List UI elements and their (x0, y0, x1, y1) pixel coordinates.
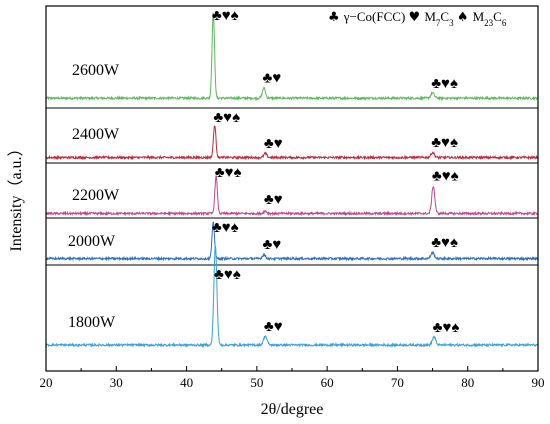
peak-marker: ♣♥ (264, 136, 283, 152)
peak-marker: ♣♥♠ (212, 8, 239, 24)
x-tick-label: 50 (250, 375, 263, 390)
peak-marker: ♣♥♠ (212, 220, 239, 236)
peak-marker: ♣♥ (263, 237, 282, 253)
series-line-2400W (45, 125, 539, 161)
peak-marker: ♣♥♠ (213, 110, 240, 126)
series-label: 1800W (68, 314, 116, 331)
x-tick-label: 40 (180, 375, 193, 390)
series-line-2200W (45, 175, 538, 217)
x-tick-label: 70 (391, 375, 404, 390)
x-tick-label: 60 (321, 375, 334, 390)
x-tick-label: 90 (532, 375, 545, 390)
peak-marker: ♣♥♠ (433, 320, 460, 336)
series-line-2000W (45, 221, 539, 262)
peak-marker: ♣♥♠ (432, 169, 459, 185)
peak-marker: ♣♥ (264, 192, 283, 208)
labels-layer: 2600W 2400W 2200W 2000W 1800W (68, 62, 120, 331)
legend: ♣ γ−Co(FCC) ♥ M7C3 ♠ M23C6 (328, 9, 507, 28)
x-axis-title: 2θ/degree (261, 401, 324, 418)
markers-layer: ♣♥♠ ♣♥ ♣♥♠ ♣♥♠ ♣♥ ♣♥♠ ♣♥♠ ♣♥ ♣♥♠ ♣♥♠ ♣♥ ♣♥♠ ♣♥♠ ♣♥ ♣♥♠ (212, 8, 459, 336)
curves-layer (45, 12, 539, 348)
y-axis-title: Intensity（a.u.） (7, 140, 25, 251)
peak-marker: ♣♥♠ (215, 165, 242, 181)
legend-entries: ♣ γ−Co(FCC) ♥ M7C3 ♠ M23C6 (328, 9, 507, 28)
peak-marker: ♣♥♠ (431, 135, 458, 151)
panels-layer (46, 107, 538, 266)
peak-marker: ♣♥♠ (431, 235, 458, 251)
series-line-2600W (45, 12, 539, 102)
x-tick-label: 20 (40, 375, 53, 390)
peak-marker: ♣♥♠ (431, 76, 458, 92)
plot-frame (45, 5, 539, 372)
series-line-1800W (45, 244, 538, 348)
peak-marker: ♣♥♠ (214, 267, 241, 283)
axes-layer: 20 30 40 50 60 70 80 90 (40, 5, 545, 390)
x-tick-label: 30 (110, 375, 123, 390)
peak-marker: ♣♥ (264, 319, 283, 335)
peak-marker: ♣♥ (263, 71, 282, 87)
x-tick-label: 80 (461, 375, 474, 390)
series-label: 2400W (72, 126, 120, 143)
series-label: 2600W (72, 62, 120, 79)
series-label: 2200W (72, 187, 120, 204)
series-label: 2000W (68, 233, 116, 250)
